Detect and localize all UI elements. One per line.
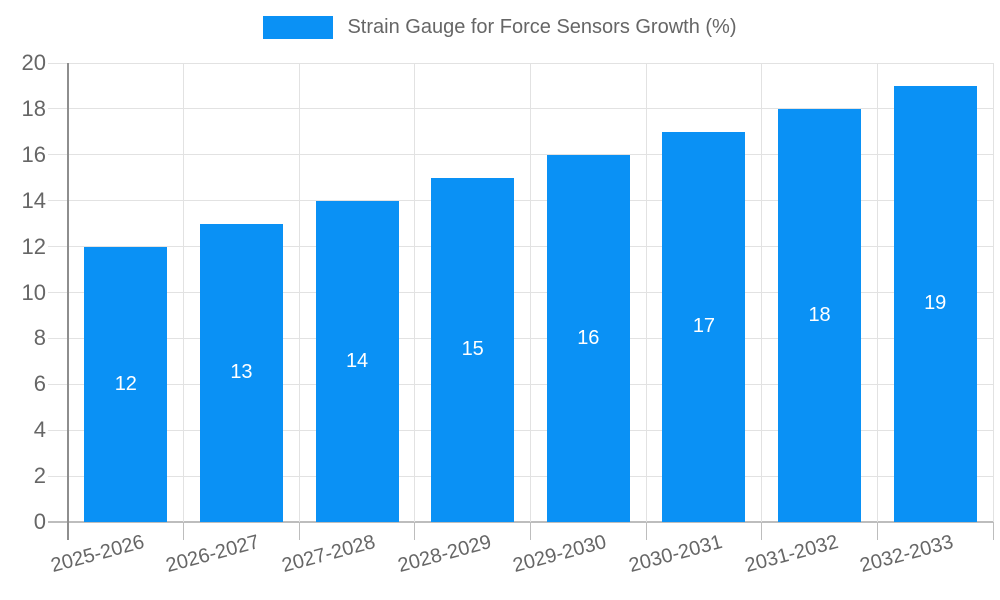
x-gridline <box>761 63 763 522</box>
y-tick-label: 6 <box>33 371 46 397</box>
bar-value-label: 19 <box>924 292 947 315</box>
bar: 18 <box>778 108 862 522</box>
bar: 19 <box>893 85 977 522</box>
bar-value-label: 16 <box>577 326 600 349</box>
x-gridline <box>530 63 531 522</box>
bar: 13 <box>199 223 283 522</box>
y-tick-label: 4 <box>33 417 46 443</box>
y-tick-label: 14 <box>21 187 46 213</box>
y-tick-label: 0 <box>33 509 46 534</box>
x-gridline <box>645 63 647 522</box>
chart-legend: Strain Gauge for Force Sensors Growth (%… <box>0 16 1000 39</box>
x-gridline <box>876 63 878 522</box>
y-gridline <box>48 429 993 431</box>
bar: 12 <box>84 246 168 522</box>
y-axis-line <box>67 63 69 540</box>
x-tick-mark <box>530 522 531 540</box>
x-tick-mark <box>992 522 994 540</box>
y-gridline <box>48 200 993 202</box>
bar-value-label: 13 <box>230 361 253 384</box>
bar-value-label: 12 <box>114 372 137 395</box>
legend-title: Strain Gauge for Force Sensors Growth (%… <box>347 16 737 38</box>
x-gridline <box>414 63 416 522</box>
y-tick-label: 18 <box>21 95 46 121</box>
y-tick-label: 10 <box>21 279 46 305</box>
legend-swatch <box>263 16 334 39</box>
x-tick-mark <box>645 522 647 540</box>
bar: 17 <box>662 131 746 522</box>
y-gridline <box>48 475 993 477</box>
y-gridline <box>48 154 993 156</box>
x-tick-mark <box>761 522 763 540</box>
x-tick-mark <box>876 522 878 540</box>
x-gridline <box>183 63 185 522</box>
y-tick-label: 2 <box>33 463 46 489</box>
bar: 16 <box>546 154 630 522</box>
bar-value-label: 14 <box>345 349 369 372</box>
bar-value-label: 17 <box>692 315 716 338</box>
y-tick-label: 8 <box>33 325 46 351</box>
bar: 15 <box>431 177 515 522</box>
bar-value-label: 15 <box>461 338 484 361</box>
x-tick-mark <box>414 522 416 540</box>
y-gridline <box>48 108 993 110</box>
x-tick-mark <box>183 522 185 540</box>
y-gridline <box>48 246 993 248</box>
y-gridline <box>48 337 993 339</box>
x-axis-line <box>48 521 993 523</box>
y-gridline <box>48 383 993 385</box>
y-tick-label: 16 <box>21 141 46 167</box>
x-gridline <box>298 63 300 522</box>
y-tick-label: 20 <box>21 50 46 75</box>
x-gridline <box>992 63 994 522</box>
y-tick-label: 12 <box>21 233 46 259</box>
x-tick-mark <box>298 522 300 540</box>
y-gridline <box>48 292 993 293</box>
bar-value-label: 18 <box>808 303 831 326</box>
y-gridline <box>48 62 993 64</box>
bar: 14 <box>315 200 399 522</box>
